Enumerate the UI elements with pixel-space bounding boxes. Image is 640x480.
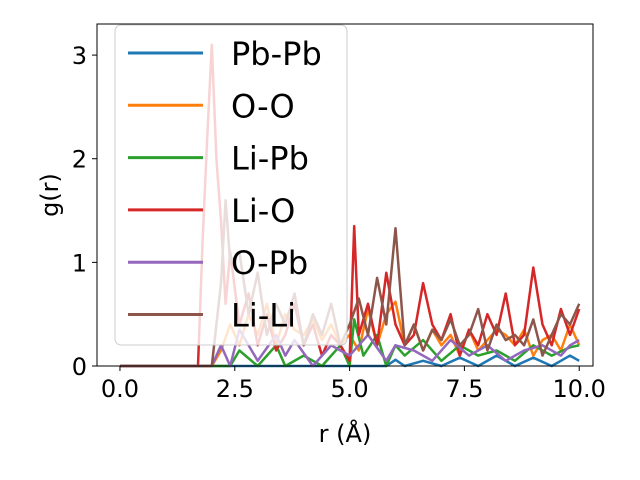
legend-label-pb-pb: Pb-Pb — [231, 35, 322, 73]
x-tick-label: 10.0 — [553, 375, 606, 403]
y-tick-label: 2 — [72, 146, 87, 174]
ticks: 0.0 2.5 5.0 7.5 10.0 0 1 2 3 — [72, 42, 606, 403]
legend-label-li-li: Li-Li — [231, 297, 296, 335]
x-tick-label: 0.0 — [101, 375, 139, 403]
legend-label-o-pb: O-Pb — [231, 244, 308, 282]
x-tick-label: 7.5 — [445, 375, 483, 403]
y-tick-label: 3 — [72, 42, 87, 70]
x-tick-label: 5.0 — [331, 375, 369, 403]
y-tick-label: 1 — [72, 249, 87, 277]
legend-label-o-o: O-O — [231, 87, 295, 125]
y-axis-label: g(r) — [36, 173, 64, 217]
axes-frame — [96, 23, 594, 367]
legend-label-li-o: Li-O — [231, 192, 295, 230]
x-tick-label: 2.5 — [216, 375, 254, 403]
y-tick-label: 0 — [72, 353, 87, 381]
legend-label-li-pb: Li-Pb — [231, 140, 309, 178]
series-line-li-pb — [120, 318, 580, 368]
x-axis-label: r (Å) — [319, 419, 372, 448]
legend: Pb-Pb O-O Li-Pb Li-O O-Pb Li-Li — [114, 24, 348, 346]
